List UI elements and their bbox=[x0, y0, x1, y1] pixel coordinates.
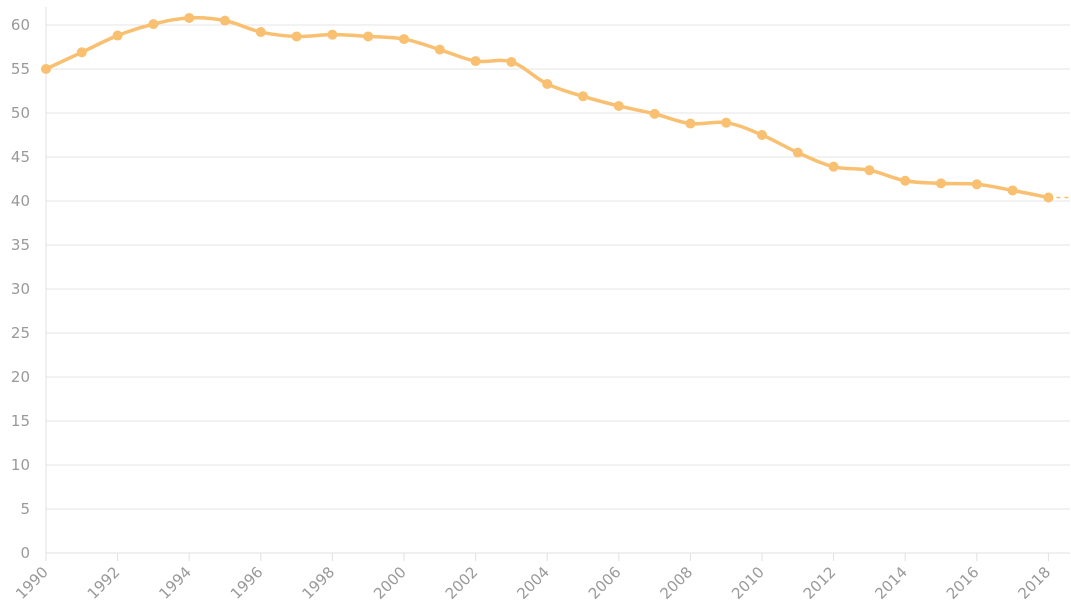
data-point-2004[interactable] bbox=[542, 78, 553, 89]
y-tick-label: 60 bbox=[11, 16, 30, 34]
x-tick-label: 1992 bbox=[84, 563, 124, 603]
data-point-2016[interactable] bbox=[971, 179, 982, 190]
x-tick-label: 2004 bbox=[513, 563, 553, 603]
y-tick-label: 55 bbox=[11, 60, 30, 78]
y-tick-label: 10 bbox=[11, 456, 30, 474]
data-point-2008[interactable] bbox=[685, 118, 696, 129]
series-group bbox=[44, 15, 1071, 200]
y-tick-label: 40 bbox=[11, 192, 30, 210]
x-tick-label: 1996 bbox=[227, 563, 267, 603]
data-point-2007[interactable] bbox=[649, 108, 660, 119]
data-point-1996[interactable] bbox=[255, 27, 266, 38]
data-point-1992[interactable] bbox=[112, 30, 123, 41]
data-point-2000[interactable] bbox=[399, 34, 409, 45]
x-tick-label: 2018 bbox=[1014, 563, 1054, 603]
data-point-2003[interactable] bbox=[506, 56, 517, 67]
y-tick-label: 5 bbox=[20, 500, 30, 518]
data-point-2013[interactable] bbox=[864, 165, 875, 176]
data-point-2018[interactable] bbox=[1043, 192, 1054, 203]
data-points bbox=[41, 12, 1054, 203]
x-tick-label: 1998 bbox=[298, 563, 338, 603]
data-point-1998[interactable] bbox=[327, 29, 338, 40]
grid-lines bbox=[46, 24, 1070, 510]
x-tick-label: 2006 bbox=[585, 563, 625, 603]
x-tick-label: 2010 bbox=[728, 563, 768, 603]
data-point-2006[interactable] bbox=[613, 100, 624, 111]
data-point-2010[interactable] bbox=[757, 130, 767, 140]
data-point-2005[interactable] bbox=[578, 91, 588, 102]
data-point-2001[interactable] bbox=[434, 44, 445, 55]
data-point-2017[interactable] bbox=[1007, 185, 1018, 196]
data-point-2009[interactable] bbox=[721, 117, 732, 128]
series-line bbox=[44, 15, 1051, 200]
x-tick-label: 2014 bbox=[871, 563, 911, 603]
x-tick-label: 1990 bbox=[12, 563, 52, 603]
data-point-2012[interactable] bbox=[828, 161, 839, 172]
y-tick-label: 35 bbox=[11, 236, 30, 254]
data-point-2011[interactable] bbox=[792, 147, 803, 158]
y-tick-label: 20 bbox=[11, 368, 30, 386]
x-tick-label: 1994 bbox=[155, 563, 195, 603]
x-tick-label: 2002 bbox=[442, 563, 482, 603]
y-tick-label: 0 bbox=[20, 544, 30, 562]
data-point-1990[interactable] bbox=[41, 64, 51, 74]
data-point-1997[interactable] bbox=[291, 31, 302, 42]
x-tick-label: 2000 bbox=[370, 563, 410, 603]
data-point-2002[interactable] bbox=[470, 56, 481, 67]
x-tick-label: 2012 bbox=[800, 563, 840, 603]
data-point-1995[interactable] bbox=[220, 15, 230, 26]
data-point-1994[interactable] bbox=[184, 12, 195, 23]
data-point-1991[interactable] bbox=[76, 47, 87, 58]
y-tick-label: 50 bbox=[11, 104, 30, 122]
x-tick-label: 2016 bbox=[943, 563, 983, 603]
y-tick-label: 30 bbox=[11, 280, 30, 298]
x-tick-label: 2008 bbox=[656, 563, 696, 603]
data-point-2014[interactable] bbox=[900, 175, 911, 186]
y-tick-label: 25 bbox=[11, 324, 30, 342]
data-point-2015[interactable] bbox=[936, 178, 946, 189]
x-axis: 1990 1992 1994 1996 1998 2000 2002 2004 2006 2008… bbox=[12, 552, 1070, 603]
data-point-1999[interactable] bbox=[363, 31, 374, 42]
data-point-1993[interactable] bbox=[148, 19, 159, 30]
y-tick-label: 15 bbox=[11, 412, 30, 430]
y-tick-label: 45 bbox=[11, 148, 30, 166]
y-axis: 0 5 10 15 20 25 30 35 40 45 50 55 60 bbox=[11, 7, 47, 562]
